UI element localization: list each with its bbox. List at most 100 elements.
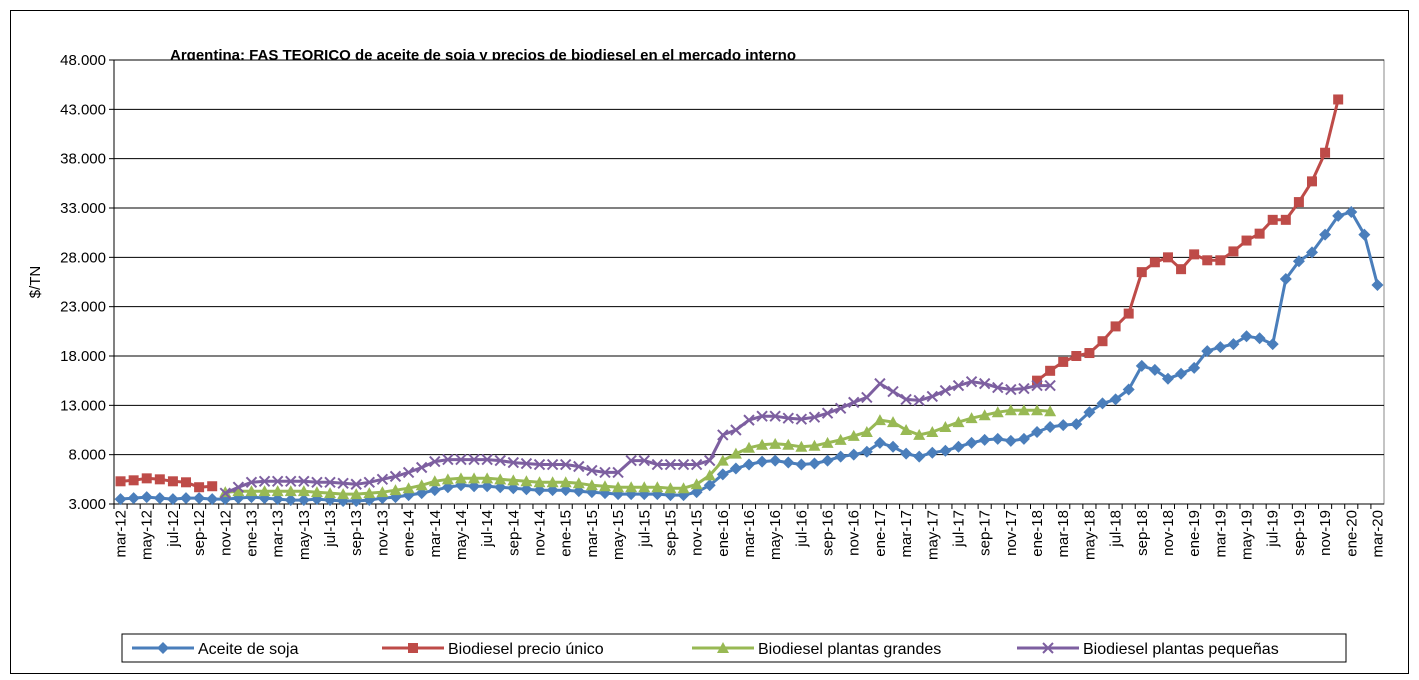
marker <box>834 433 847 445</box>
marker <box>690 478 703 490</box>
marker <box>271 475 284 488</box>
marker <box>913 394 925 407</box>
marker <box>1136 267 1147 278</box>
marker <box>612 466 624 479</box>
marker <box>625 454 637 467</box>
marker <box>1148 363 1161 376</box>
x-tick-label: nov-17 <box>1003 510 1020 556</box>
marker <box>690 458 703 471</box>
marker <box>324 476 336 489</box>
marker <box>1109 393 1122 406</box>
marker <box>821 454 834 467</box>
marker <box>166 493 179 506</box>
marker <box>154 474 165 485</box>
x-tick-label: may-13 <box>296 510 313 560</box>
marker <box>297 494 310 507</box>
marker <box>284 485 297 497</box>
x-tick-label: nov-16 <box>846 510 863 556</box>
marker <box>965 436 978 449</box>
marker <box>219 487 231 499</box>
marker <box>1240 330 1253 343</box>
x-tick-label: sep-12 <box>191 510 208 556</box>
marker <box>900 393 912 406</box>
x-tick-label: sep-18 <box>1134 510 1151 556</box>
marker <box>1058 356 1069 367</box>
marker <box>939 421 952 433</box>
marker <box>1228 246 1239 257</box>
marker <box>115 476 126 487</box>
marker <box>520 475 533 487</box>
marker <box>703 479 716 492</box>
marker <box>1083 406 1096 419</box>
marker <box>114 493 127 506</box>
marker <box>157 642 169 654</box>
y-tick-label: 3.000 <box>68 496 106 513</box>
x-tick-label: ene-18 <box>1029 510 1046 557</box>
marker <box>1031 379 1043 392</box>
marker <box>612 481 625 493</box>
marker <box>271 485 284 497</box>
x-tick-label: jul-12 <box>165 510 182 548</box>
marker <box>651 458 664 471</box>
marker <box>808 457 821 470</box>
marker <box>743 414 755 426</box>
marker <box>704 454 716 467</box>
marker <box>546 458 559 471</box>
marker <box>952 416 965 428</box>
marker <box>559 476 572 488</box>
x-tick-label: may-12 <box>139 510 156 560</box>
marker <box>900 447 913 460</box>
marker <box>939 444 952 457</box>
x-tick-label: jul-19 <box>1265 510 1282 548</box>
marker <box>376 486 389 498</box>
marker <box>180 492 193 505</box>
marker <box>468 472 481 484</box>
marker <box>1135 359 1148 372</box>
x-tick-label: sep-16 <box>820 510 837 556</box>
x-tick-label: jul-18 <box>1108 510 1125 548</box>
x-tick-label: mar-15 <box>584 510 601 558</box>
legend-label: Biodiesel plantas grandes <box>758 641 941 658</box>
marker <box>350 478 362 490</box>
marker <box>284 494 297 507</box>
marker <box>389 470 402 483</box>
x-tick-label: ene-15 <box>558 510 575 557</box>
series-line <box>225 408 1051 496</box>
marker <box>245 476 258 489</box>
x-tick-label: may-14 <box>453 510 470 560</box>
x-tick-label: sep-14 <box>505 510 522 556</box>
marker <box>769 410 781 422</box>
y-tick-label: 48.000 <box>60 52 106 69</box>
marker <box>939 384 952 397</box>
marker <box>952 440 965 453</box>
marker <box>782 438 795 450</box>
marker <box>1071 351 1082 361</box>
x-tick-label: nov-14 <box>532 510 549 556</box>
marker <box>913 428 926 440</box>
marker <box>507 474 520 486</box>
marker <box>1110 321 1121 332</box>
marker <box>1305 246 1318 259</box>
marker <box>167 476 178 487</box>
marker <box>297 485 310 497</box>
x-tick-label: nov-19 <box>1317 510 1334 556</box>
x-tick-label: ene-13 <box>243 510 260 557</box>
marker <box>194 482 205 493</box>
marker <box>965 412 978 424</box>
marker <box>1292 255 1305 268</box>
x-tick-label: nov-12 <box>217 510 234 556</box>
x-tick-label: mar-19 <box>1212 510 1229 558</box>
marker <box>900 424 913 435</box>
legend-label: Aceite de soja <box>198 641 299 658</box>
marker <box>494 473 507 485</box>
marker <box>245 485 258 497</box>
marker <box>494 454 506 467</box>
x-tick-label: mar-13 <box>270 510 287 558</box>
marker <box>861 391 873 404</box>
marker <box>1214 341 1227 354</box>
marker <box>756 410 768 422</box>
marker <box>1044 379 1056 392</box>
marker <box>965 375 978 388</box>
x-tick-label: sep-13 <box>348 510 365 556</box>
marker <box>991 432 1004 445</box>
